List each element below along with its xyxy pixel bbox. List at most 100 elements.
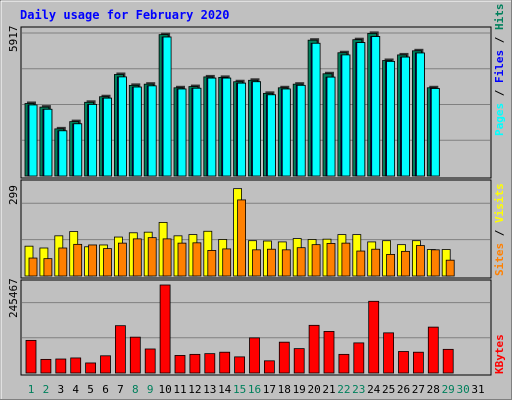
- pages-bar: [252, 81, 261, 177]
- pages-bar: [415, 52, 425, 177]
- sites-bar: [58, 247, 68, 277]
- sites-bar: [177, 242, 187, 277]
- sites-bar: [401, 250, 410, 277]
- kbytes-bar: [249, 337, 260, 374]
- day-label: 23: [352, 383, 365, 396]
- kbytes-bar: [204, 353, 216, 374]
- sites-bar: [118, 242, 127, 277]
- kbytes-bar: [293, 348, 305, 374]
- pages-bar: [118, 76, 127, 177]
- sites-bar: [296, 247, 306, 277]
- sites-visits-axis-label: Sites / Visits: [493, 183, 506, 276]
- kbytes-bar: [40, 358, 52, 374]
- day-label: 14: [218, 383, 232, 396]
- sites-bar: [326, 243, 336, 277]
- kbytes-bar: [278, 341, 290, 374]
- sites-bar: [341, 242, 351, 277]
- pages-bar: [296, 84, 306, 177]
- kbytes-bar: [129, 336, 141, 374]
- pages-bar: [222, 77, 232, 177]
- kbytes-bar: [368, 300, 380, 374]
- day-label: 8: [132, 383, 139, 396]
- day-label: 22: [337, 383, 350, 396]
- sites-bar: [311, 244, 321, 277]
- sites-bar: [415, 245, 425, 277]
- day-label: 15: [233, 383, 246, 396]
- pages-bar: [237, 82, 247, 177]
- kbytes-bar: [144, 348, 156, 374]
- sites-bar: [103, 248, 112, 277]
- kbytes-bar: [427, 326, 439, 374]
- sites-bar: [237, 199, 247, 277]
- pages-bar: [401, 56, 410, 177]
- pages-bar: [371, 36, 381, 177]
- pages-bar: [147, 85, 157, 177]
- kbytes-bar: [412, 351, 424, 374]
- kbytes-bar: [174, 355, 186, 374]
- x-axis-day-labels: 1 2 3 4 5 6 7 8 9 10 11 12 13 14 15 16 17 18 19 20 21 22 23 24 2…: [28, 383, 485, 396]
- sites-bar: [222, 248, 232, 277]
- sites-bar: [356, 250, 366, 277]
- kbytes-bar: [115, 325, 126, 374]
- legend-kbytes: KBytes: [493, 334, 506, 374]
- day-label: 3: [57, 383, 64, 396]
- kbytes-bar: [159, 284, 171, 374]
- sites-bar: [445, 259, 455, 277]
- kbytes-bar: [189, 353, 201, 374]
- kbytes-bar: [442, 348, 454, 374]
- pages-bar: [207, 77, 217, 177]
- pages-files-hits-axis-label: Pages / Files / Hits: [493, 4, 506, 137]
- sites-bar: [162, 238, 172, 277]
- pages-bar: [341, 54, 351, 177]
- day-label: 5: [87, 383, 94, 396]
- pages-bar: [192, 87, 202, 177]
- day-label: 21: [322, 383, 335, 396]
- pages-bar: [430, 88, 440, 177]
- day-label: 17: [263, 383, 276, 396]
- day-label: 2: [43, 383, 50, 396]
- day-label: 7: [117, 383, 124, 396]
- sites-bar: [266, 248, 276, 277]
- pages-bar: [266, 94, 276, 177]
- pages-bar: [73, 123, 83, 177]
- day-label: 13: [203, 383, 216, 396]
- day-label: 12: [188, 383, 201, 396]
- day-label: 29: [442, 383, 455, 396]
- day-label: 18: [278, 383, 291, 396]
- kbytes-bar: [70, 357, 82, 374]
- legend-visits: Visits: [493, 183, 506, 223]
- day-label: 24: [367, 383, 381, 396]
- sites-bar: [73, 243, 83, 277]
- legend-pages: Pages: [493, 103, 506, 136]
- day-label: 27: [412, 383, 425, 396]
- visits-ymax-label: 299: [7, 185, 20, 205]
- sites-bar: [132, 238, 142, 277]
- pages-bar: [281, 88, 291, 177]
- kbytes-bar: [338, 353, 350, 374]
- kbytes-ymax-label: 245467: [7, 278, 20, 318]
- day-label: 16: [248, 383, 261, 396]
- day-label: 6: [102, 383, 109, 396]
- sites-bar: [147, 237, 157, 277]
- legend-files: Files: [493, 50, 506, 83]
- kbytes-bar: [398, 351, 409, 374]
- pages-ymax-label: 5917: [7, 26, 20, 53]
- day-label: 4: [72, 383, 79, 396]
- kbytes-bar: [308, 324, 320, 374]
- sites-bar: [207, 250, 217, 277]
- chart-title: Daily usage for February 2020: [20, 8, 230, 22]
- pages-bar: [326, 76, 336, 177]
- kbytes-bar: [353, 342, 365, 374]
- kbytes-panel: [20, 279, 492, 376]
- day-label: 10: [158, 383, 171, 396]
- sites-bar: [430, 249, 440, 277]
- day-label: 31: [471, 383, 484, 396]
- kbytes-bar: [263, 360, 275, 374]
- day-label: 19: [293, 383, 306, 396]
- kbytes-bar: [25, 339, 37, 374]
- day-label: 30: [456, 383, 469, 396]
- sites-bar: [281, 249, 291, 277]
- pages-bar: [132, 86, 142, 177]
- pages-bar: [177, 88, 187, 177]
